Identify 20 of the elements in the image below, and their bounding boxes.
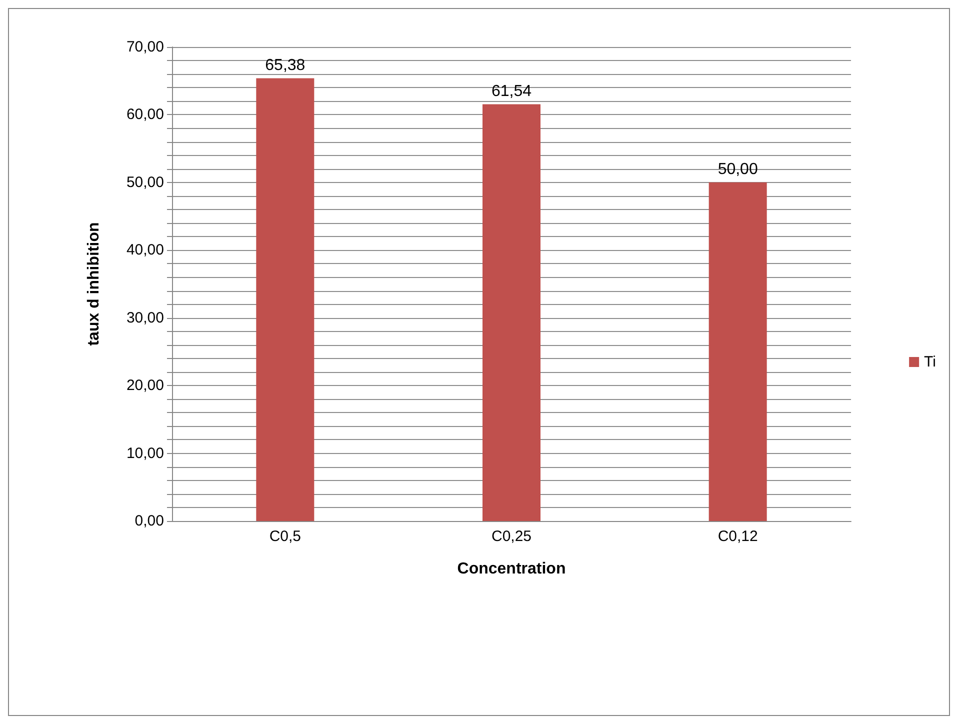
legend-label: Ti	[924, 354, 936, 370]
x-tick-label: C0,25	[491, 528, 532, 545]
x-tick-label: C0,5	[269, 528, 302, 545]
y-tick-label: 0,00	[134, 512, 164, 530]
y-tick-label: 10,00	[126, 444, 164, 462]
y-tick-label: 20,00	[126, 377, 164, 394]
data-label: 65,38	[265, 56, 306, 74]
y-tick-label: 50,00	[126, 174, 164, 191]
bar	[482, 104, 540, 521]
x-axis-title: Concentration	[457, 560, 566, 578]
y-tick-label: 40,00	[126, 242, 164, 259]
bar	[256, 78, 314, 521]
y-axis-title: taux d inhibition	[86, 222, 102, 346]
x-tick-label: C0,12	[718, 528, 758, 545]
bar	[708, 182, 767, 521]
data-label: 61,54	[491, 82, 532, 100]
y-tick-label: 30,00	[126, 309, 164, 326]
y-tick-label: 70,00	[126, 38, 164, 56]
y-tick-label: 60,00	[126, 106, 164, 124]
data-label: 50,00	[718, 160, 758, 178]
